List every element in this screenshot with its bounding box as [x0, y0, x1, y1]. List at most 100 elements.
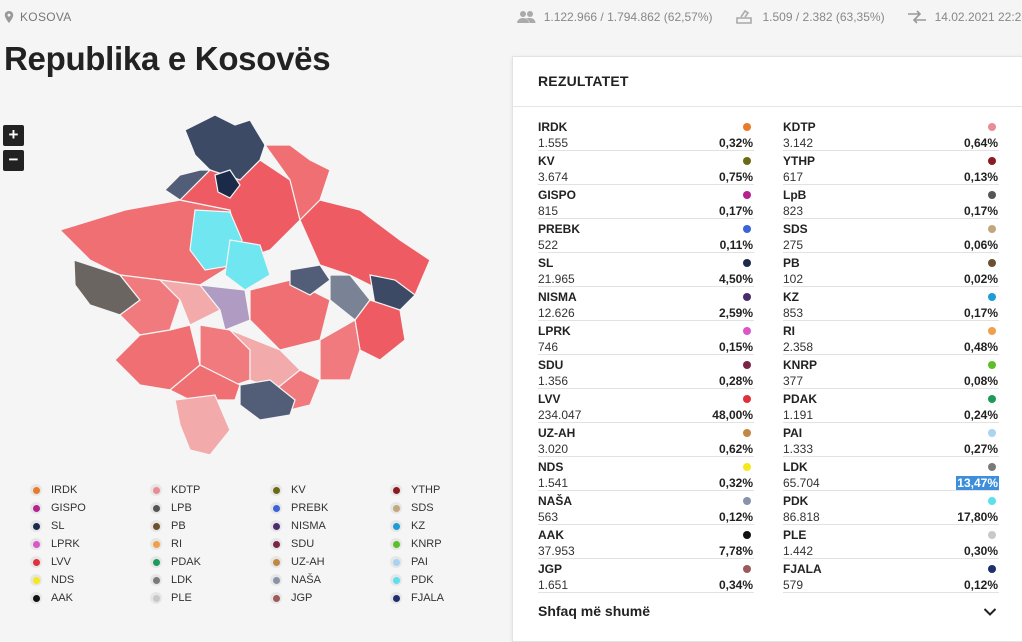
- party-percent: 17,80%: [957, 510, 998, 524]
- result-row[interactable]: NISMA 12.626 2,59%: [538, 287, 754, 321]
- party-name: FJALA: [783, 562, 822, 576]
- result-row[interactable]: PLE 1.442 0,30%: [783, 525, 999, 559]
- party-name: KV: [538, 154, 555, 168]
- legend-dot: [270, 574, 282, 586]
- party-color-dot: [743, 191, 751, 199]
- legend-item[interactable]: SDU: [270, 538, 314, 550]
- legend-item[interactable]: YTHP: [390, 484, 440, 496]
- party-percent: 0,17%: [963, 204, 998, 218]
- result-row[interactable]: UZ-AH 3.020 0,62%: [538, 423, 754, 457]
- legend-item[interactable]: LVV: [30, 556, 71, 568]
- legend-item[interactable]: NDS: [30, 574, 74, 586]
- legend-item[interactable]: PREBK: [270, 502, 328, 514]
- legend-item[interactable]: IRDK: [30, 484, 77, 496]
- result-row[interactable]: KZ 853 0,17%: [783, 287, 999, 321]
- legend-item[interactable]: PB: [150, 520, 186, 532]
- party-votes: 12.626: [538, 306, 575, 320]
- zoom-out-button[interactable]: −: [3, 150, 24, 171]
- results-title: REZULTATET: [538, 73, 629, 89]
- legend-dot: [30, 538, 42, 550]
- legend-label: LDK: [171, 574, 193, 586]
- location-breadcrumb[interactable]: KOSOVA: [4, 10, 72, 24]
- result-row[interactable]: LDK 65.704 13,47%: [783, 457, 999, 491]
- result-row[interactable]: PREBK 522 0,11%: [538, 219, 754, 253]
- party-name: NISMA: [538, 290, 577, 304]
- legend-item[interactable]: PLE: [150, 592, 192, 604]
- result-row[interactable]: SDU 1.356 0,28%: [538, 355, 754, 389]
- result-row[interactable]: IRDK 1.555 0,32%: [538, 117, 754, 151]
- result-row[interactable]: PAI 1.333 0,27%: [783, 423, 999, 457]
- legend-label: SL: [51, 520, 65, 532]
- party-votes: 86.818: [783, 510, 820, 524]
- result-row[interactable]: NDS 1.541 0,32%: [538, 457, 754, 491]
- result-row[interactable]: RI 2.358 0,48%: [783, 321, 999, 355]
- result-row[interactable]: FJALA 579 0,12%: [783, 559, 999, 593]
- zoom-in-button[interactable]: +: [3, 125, 24, 146]
- result-row[interactable]: LPRK 746 0,15%: [538, 321, 754, 355]
- legend-dot: [270, 502, 282, 514]
- result-row[interactable]: NAŠA 563 0,12%: [538, 491, 754, 525]
- legend-item[interactable]: LPB: [150, 502, 192, 514]
- legend-item[interactable]: LDK: [150, 574, 192, 586]
- legend-item[interactable]: SDS: [390, 502, 434, 514]
- result-row[interactable]: PDK 86.818 17,80%: [783, 491, 999, 525]
- party-votes: 853: [783, 306, 804, 320]
- legend-dot: [30, 520, 42, 532]
- party-percent: 0,06%: [963, 238, 998, 252]
- party-percent: 0,27%: [963, 442, 998, 456]
- result-row[interactable]: KDTP 3.142 0,64%: [783, 117, 999, 151]
- kosovo-map[interactable]: [30, 100, 450, 470]
- legend-dot: [30, 574, 42, 586]
- party-color-dot: [988, 191, 996, 199]
- legend-item[interactable]: JGP: [270, 592, 312, 604]
- map-region: [198, 284, 251, 331]
- legend-label: LPB: [171, 502, 192, 514]
- party-color-dot: [988, 259, 996, 267]
- legend-item[interactable]: NISMA: [270, 520, 326, 532]
- party-name: SDU: [538, 358, 564, 372]
- legend-item[interactable]: SL: [30, 520, 64, 532]
- result-row[interactable]: KNRP 377 0,08%: [783, 355, 999, 389]
- map-region: [184, 114, 266, 181]
- result-row[interactable]: JGP 1.651 0,34%: [538, 559, 754, 593]
- legend-label: KDTP: [171, 484, 201, 496]
- chevron-down-icon[interactable]: [983, 607, 997, 617]
- result-row[interactable]: PDAK 1.191 0,24%: [783, 389, 999, 423]
- result-row[interactable]: LpB 823 0,17%: [783, 185, 999, 219]
- party-percent: 0,48%: [963, 340, 998, 354]
- result-row[interactable]: AAK 37.953 7,78%: [538, 525, 754, 559]
- legend-item[interactable]: KZ: [390, 520, 425, 532]
- legend-dot: [30, 502, 42, 514]
- legend-item[interactable]: PAI: [390, 556, 428, 568]
- result-row[interactable]: SDS 275 0,06%: [783, 219, 999, 253]
- result-row[interactable]: LVV 234.047 48,00%: [538, 389, 754, 423]
- result-row[interactable]: GISPO 815 0,17%: [538, 185, 754, 219]
- legend-item[interactable]: FJALA: [390, 592, 444, 604]
- legend-item[interactable]: RI: [150, 538, 182, 550]
- legend-dot: [390, 502, 402, 514]
- party-percent: 0,75%: [718, 170, 753, 184]
- legend-dot: [30, 592, 42, 604]
- legend-item[interactable]: KNRP: [390, 538, 442, 550]
- result-row[interactable]: KV 3.674 0,75%: [538, 151, 754, 185]
- legend-item[interactable]: AAK: [30, 592, 73, 604]
- show-more-button[interactable]: Shfaq më shumë: [538, 603, 651, 619]
- legend-item[interactable]: LPRK: [30, 538, 80, 550]
- legend-item[interactable]: KDTP: [150, 484, 200, 496]
- legend-dot: [30, 556, 42, 568]
- party-percent: 0,17%: [718, 204, 753, 218]
- result-row[interactable]: PB 102 0,02%: [783, 253, 999, 287]
- legend-dot: [390, 520, 402, 532]
- legend-dot: [390, 556, 402, 568]
- party-percent: 0,13%: [963, 170, 998, 184]
- legend-item[interactable]: PDK: [390, 574, 434, 586]
- result-row[interactable]: SL 21.965 4,50%: [538, 253, 754, 287]
- legend-item[interactable]: PDAK: [150, 556, 201, 568]
- legend-item[interactable]: NAŠA: [270, 574, 321, 586]
- legend-item[interactable]: KV: [270, 484, 306, 496]
- update-stat: 14.02.2021 22:29: [907, 10, 1022, 24]
- legend-item[interactable]: UZ-AH: [270, 556, 325, 568]
- legend-item[interactable]: GISPO: [30, 502, 86, 514]
- result-row[interactable]: YTHP 617 0,13%: [783, 151, 999, 185]
- party-votes: 65.704: [783, 476, 820, 490]
